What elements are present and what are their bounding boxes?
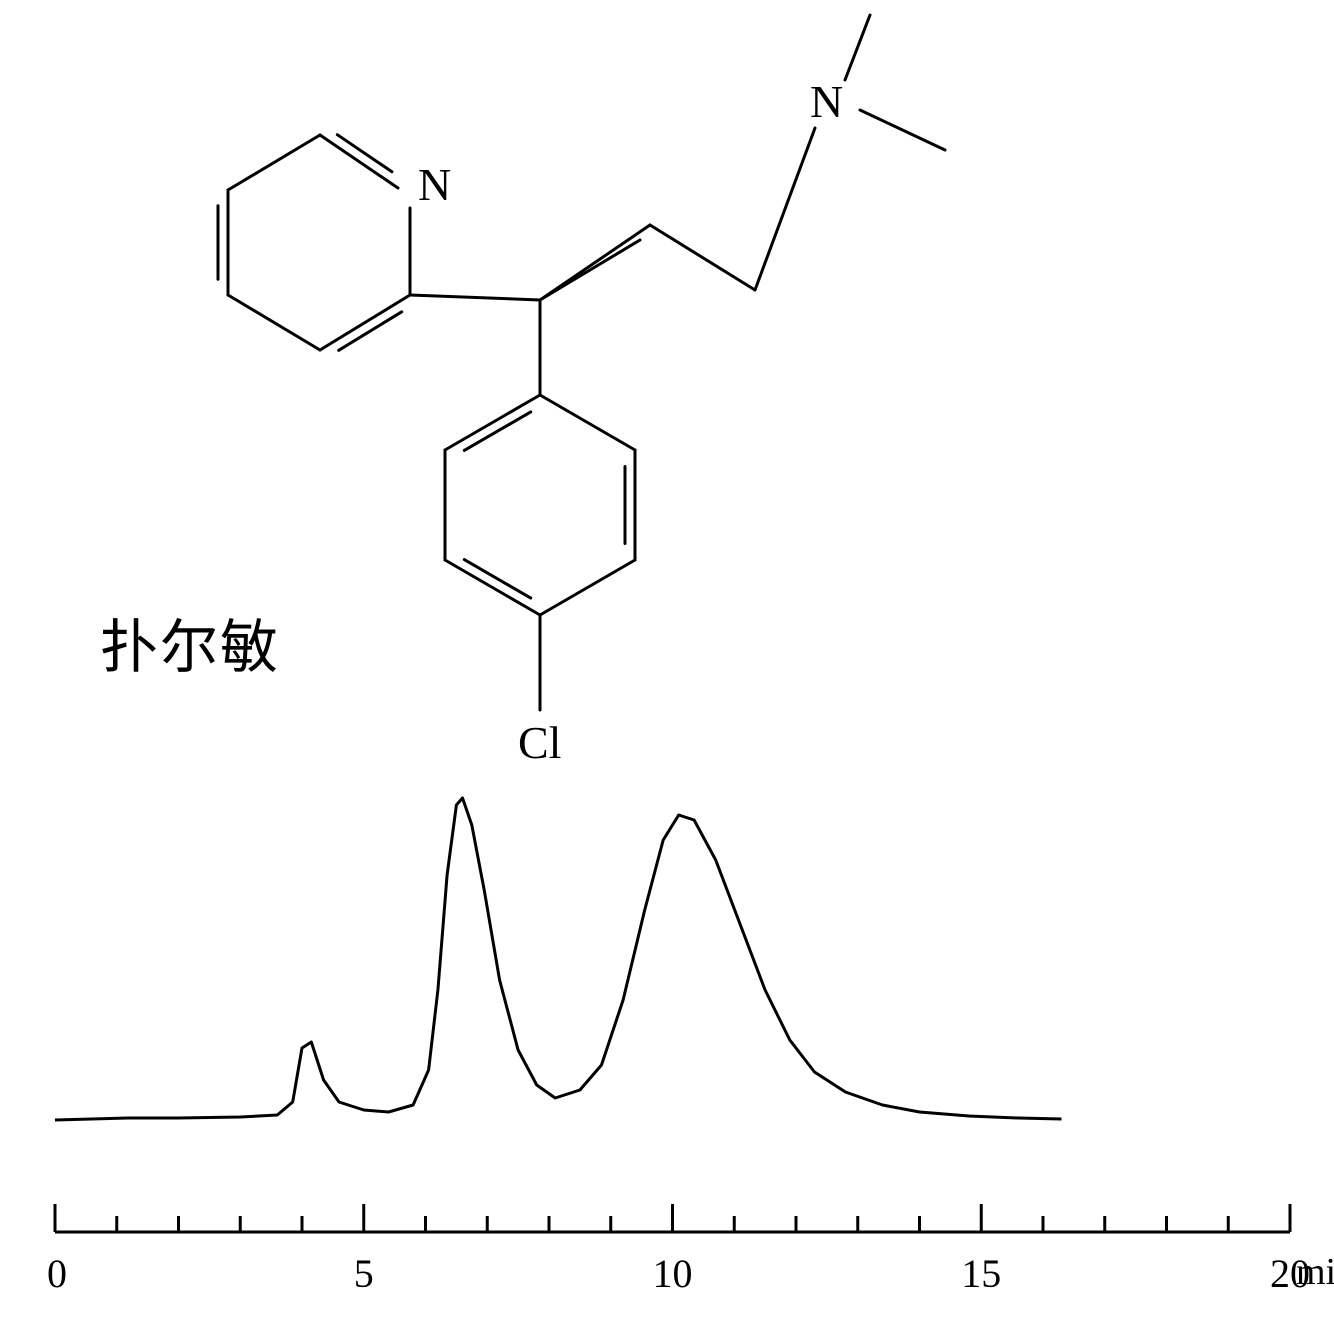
- axis-tick-5: 5: [344, 1250, 384, 1297]
- axis-tick-0: 0: [47, 1250, 67, 1297]
- axis-unit-label: min: [1296, 1250, 1334, 1294]
- chromatogram-plot: [0, 0, 1334, 1326]
- axis-tick-15: 15: [961, 1250, 1001, 1297]
- axis-tick-10: 10: [653, 1250, 693, 1297]
- figure-page: N N Cl 扑尔敏 0 5 10 15 20 min: [0, 0, 1334, 1326]
